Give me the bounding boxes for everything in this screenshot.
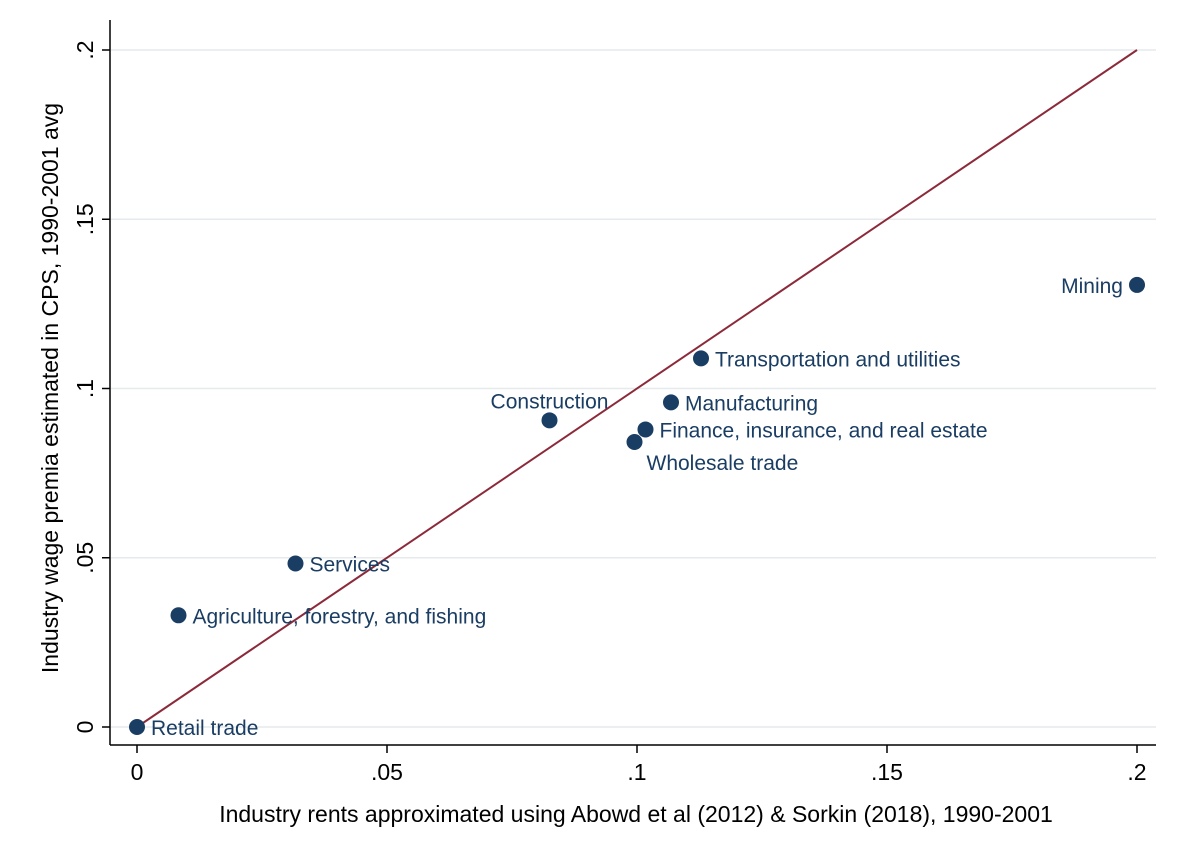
data-point (663, 394, 679, 411)
data-point-label: Transportation and utilities (715, 348, 961, 371)
data-point (1129, 276, 1145, 293)
x-tick-label: .2 (1127, 759, 1146, 785)
data-point-label: Finance, insurance, and real estate (660, 419, 988, 442)
data-point (541, 412, 558, 429)
data-point (693, 350, 709, 367)
data-point (170, 607, 187, 624)
x-axis-title: Industry rents approximated using Abowd … (219, 801, 1053, 827)
data-points: Retail trade Agriculture, forestry, and f… (129, 275, 1145, 740)
gridlines (111, 49, 1156, 728)
data-point-label: Mining (1061, 275, 1123, 298)
y-tick-label: .2 (72, 40, 98, 59)
data-point-label: Retail trade (151, 717, 258, 740)
data-point (626, 433, 643, 450)
data-point (287, 555, 304, 572)
y-tick-label: 0 (72, 721, 98, 734)
x-tick-label: 0 (131, 759, 144, 785)
x-tick-label: .1 (627, 759, 646, 785)
y-axis-title: Industry wage premia estimated in CPS, 1… (37, 103, 63, 673)
data-point-label: Construction (491, 390, 609, 413)
data-point-label: Agriculture, forestry, and fishing (193, 605, 487, 628)
y-tick-label: .1 (72, 379, 98, 398)
x-tick-label: .15 (871, 759, 903, 785)
reference-line-45-degree (136, 49, 1138, 728)
y-tick-label: .15 (72, 203, 98, 235)
axes: 0 .05 .1 .15 .2 0 .05 .1 .15 .2 (72, 20, 1156, 785)
x-tick-label: .05 (371, 759, 403, 785)
data-point-label: Wholesale trade (647, 452, 799, 475)
data-point (637, 421, 654, 438)
data-point-label: Manufacturing (685, 392, 818, 415)
data-point (129, 719, 145, 735)
y-tick-label: .05 (72, 542, 98, 574)
data-point-label: Services (310, 554, 391, 577)
